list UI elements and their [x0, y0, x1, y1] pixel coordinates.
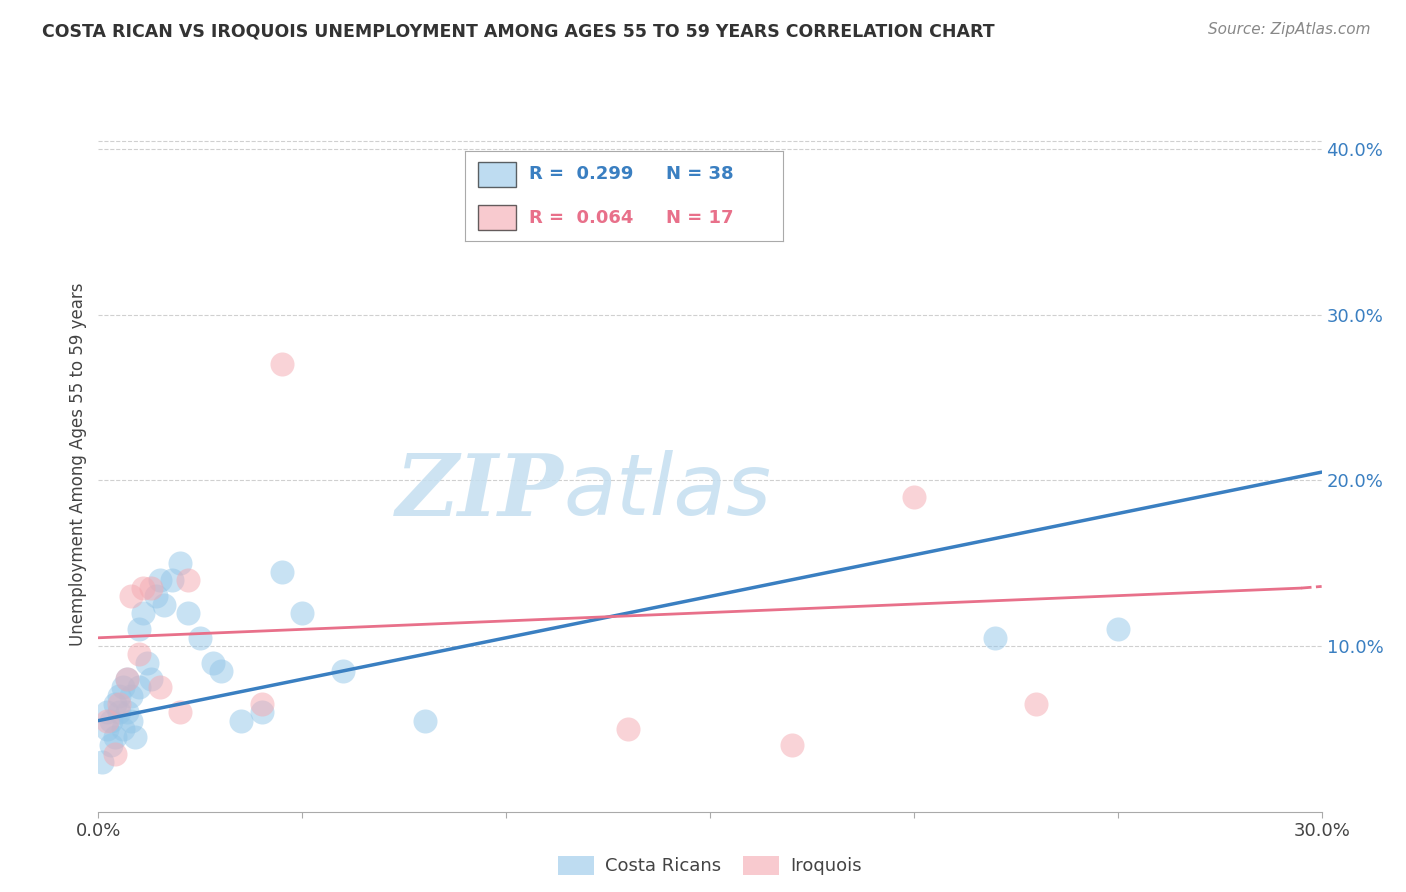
- Point: [108, 697, 131, 711]
- Point: [111, 681, 134, 695]
- Point: [1025, 697, 1047, 711]
- Point: [124, 730, 146, 744]
- Point: [169, 706, 191, 720]
- Point: [270, 565, 294, 579]
- Point: [201, 656, 224, 670]
- Point: [291, 606, 314, 620]
- Point: [132, 581, 155, 595]
- Point: [91, 755, 114, 769]
- Text: R =  0.064: R = 0.064: [529, 209, 633, 227]
- Point: [100, 739, 122, 753]
- Point: [120, 714, 142, 728]
- Point: [96, 714, 118, 728]
- Legend: Costa Ricans, Iroquois: Costa Ricans, Iroquois: [551, 849, 869, 883]
- Point: [152, 598, 174, 612]
- Point: [332, 664, 354, 678]
- Point: [96, 706, 118, 720]
- Point: [209, 664, 232, 678]
- Point: [120, 689, 142, 703]
- Point: [115, 672, 138, 686]
- Point: [132, 606, 155, 620]
- FancyBboxPatch shape: [478, 205, 516, 230]
- Point: [96, 722, 118, 736]
- Point: [149, 681, 172, 695]
- Text: Source: ZipAtlas.com: Source: ZipAtlas.com: [1208, 22, 1371, 37]
- Point: [160, 573, 183, 587]
- Point: [177, 606, 200, 620]
- Point: [250, 706, 273, 720]
- Point: [984, 631, 1007, 645]
- FancyBboxPatch shape: [478, 161, 516, 187]
- Point: [169, 556, 191, 570]
- Text: R =  0.299: R = 0.299: [529, 165, 633, 183]
- Point: [115, 706, 138, 720]
- Point: [188, 631, 212, 645]
- Text: atlas: atlas: [564, 450, 772, 533]
- Point: [270, 358, 294, 372]
- Point: [141, 581, 163, 595]
- Point: [100, 714, 122, 728]
- Point: [149, 573, 172, 587]
- Point: [617, 722, 640, 736]
- Point: [128, 648, 150, 662]
- Point: [250, 697, 273, 711]
- Point: [115, 672, 138, 686]
- Point: [903, 490, 925, 504]
- Text: ZIP: ZIP: [395, 450, 564, 533]
- Point: [104, 697, 127, 711]
- Point: [136, 656, 159, 670]
- Point: [780, 739, 803, 753]
- Point: [104, 730, 127, 744]
- Point: [111, 722, 134, 736]
- Point: [231, 714, 253, 728]
- Point: [1107, 623, 1129, 637]
- Point: [413, 714, 436, 728]
- Point: [120, 590, 142, 604]
- Point: [108, 706, 131, 720]
- Point: [128, 681, 150, 695]
- Text: COSTA RICAN VS IROQUOIS UNEMPLOYMENT AMONG AGES 55 TO 59 YEARS CORRELATION CHART: COSTA RICAN VS IROQUOIS UNEMPLOYMENT AMO…: [42, 22, 995, 40]
- Point: [145, 590, 167, 604]
- Point: [141, 672, 163, 686]
- Text: N = 17: N = 17: [666, 209, 734, 227]
- Point: [128, 623, 150, 637]
- Y-axis label: Unemployment Among Ages 55 to 59 years: Unemployment Among Ages 55 to 59 years: [69, 282, 87, 646]
- Point: [108, 689, 131, 703]
- Point: [177, 573, 200, 587]
- Point: [104, 747, 127, 761]
- Text: N = 38: N = 38: [666, 165, 734, 183]
